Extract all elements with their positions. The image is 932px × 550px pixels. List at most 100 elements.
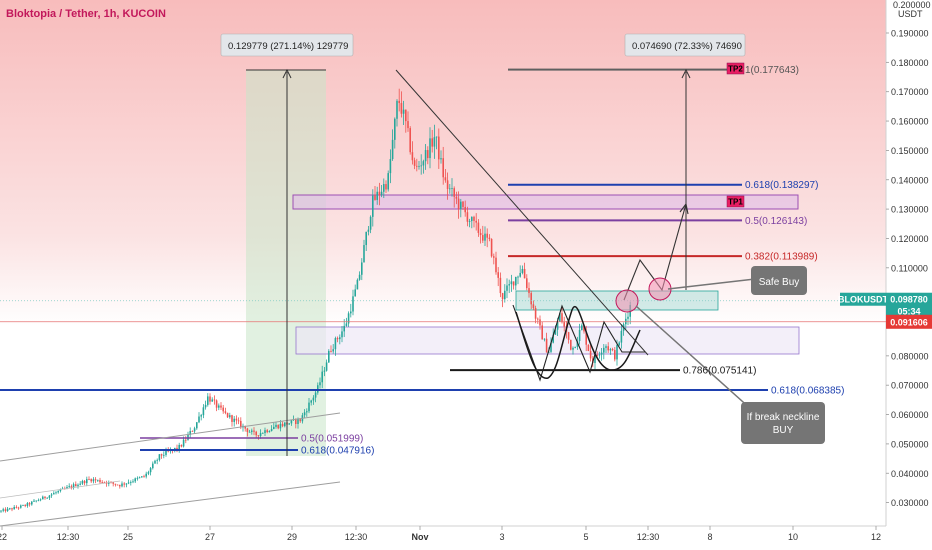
candle-body bbox=[308, 402, 310, 412]
candle-body bbox=[550, 342, 552, 352]
candle-body bbox=[94, 479, 97, 481]
candle-body bbox=[121, 483, 123, 487]
candle-body bbox=[369, 216, 372, 230]
y-tick-label-13: 0.050000 bbox=[891, 439, 929, 449]
x-tick-label-10: 8 bbox=[707, 532, 712, 542]
candle-body bbox=[361, 262, 363, 275]
x-tick-label-6: Nov bbox=[411, 532, 428, 542]
candle-body bbox=[42, 496, 44, 500]
candle-body bbox=[596, 354, 598, 356]
candle-body bbox=[539, 319, 541, 326]
candle-body bbox=[482, 235, 484, 241]
chart-title: Bloktopia / Tether, 1h, KUCOIN bbox=[6, 8, 166, 20]
neckline-label-line-2: BUY bbox=[773, 425, 794, 436]
symbol-tag bbox=[840, 292, 886, 306]
candle-body bbox=[233, 418, 235, 422]
time-scale-background bbox=[0, 526, 932, 550]
price-scale-background bbox=[886, 0, 932, 526]
x-tick-label-5: 12:30 bbox=[345, 532, 368, 542]
candle-body bbox=[147, 472, 150, 474]
candle-body bbox=[523, 268, 526, 279]
candle-body bbox=[86, 479, 88, 484]
candle-body bbox=[365, 231, 367, 246]
tp1-label: TP1 bbox=[728, 198, 743, 207]
candle-body bbox=[583, 325, 585, 332]
candle-body bbox=[374, 195, 376, 200]
candle-body bbox=[290, 420, 293, 424]
x-tick-label-8: 5 bbox=[583, 532, 588, 542]
candle-body bbox=[160, 454, 163, 456]
candle-body bbox=[48, 495, 51, 498]
candle-body bbox=[378, 191, 381, 196]
candle-body bbox=[75, 484, 77, 487]
candle-body bbox=[457, 198, 460, 209]
candle-body bbox=[123, 483, 125, 485]
candle-body bbox=[198, 416, 200, 423]
resistance-zone bbox=[292, 194, 799, 210]
candle-body bbox=[627, 316, 629, 319]
candle-body bbox=[319, 382, 321, 386]
channel-mid-line bbox=[0, 480, 121, 499]
candle-body bbox=[209, 396, 211, 402]
safe-buy-label: Safe Buy bbox=[759, 277, 800, 288]
candle-body bbox=[303, 412, 306, 416]
candle-body bbox=[22, 505, 24, 506]
candle-body bbox=[268, 431, 271, 433]
x-tick-label-11: 10 bbox=[788, 532, 798, 542]
candle-body bbox=[207, 396, 209, 405]
candle-body bbox=[297, 419, 299, 424]
fib-level-label-0: 1(0.177643) bbox=[745, 65, 799, 76]
candle-body bbox=[363, 245, 365, 263]
candle-body bbox=[68, 486, 70, 488]
candle-body bbox=[114, 483, 117, 485]
neckline-connector bbox=[635, 305, 753, 411]
channel-lower-line bbox=[0, 481, 341, 527]
candle-body bbox=[77, 484, 79, 487]
candle-body bbox=[156, 459, 158, 461]
candle-body bbox=[345, 323, 348, 326]
x-tick-label-0: 22 bbox=[0, 532, 7, 542]
candle-body bbox=[336, 338, 339, 340]
x-tick-label-9: 12:30 bbox=[637, 532, 660, 542]
candle-body bbox=[600, 352, 603, 355]
candle-body bbox=[165, 450, 167, 455]
candle-body bbox=[55, 492, 57, 494]
candle-body bbox=[240, 420, 242, 428]
candle-body bbox=[462, 201, 464, 207]
candle-body bbox=[125, 483, 128, 485]
candle-body bbox=[506, 285, 508, 291]
candle-body bbox=[257, 435, 260, 437]
candle-body bbox=[411, 152, 414, 161]
candle-body bbox=[475, 220, 477, 223]
candle-body bbox=[145, 473, 147, 477]
candle-body bbox=[97, 479, 99, 481]
candle-body bbox=[193, 428, 196, 432]
candle-body bbox=[11, 508, 13, 510]
candle-body bbox=[616, 345, 618, 360]
candle-body bbox=[572, 347, 574, 350]
candle-body bbox=[343, 325, 345, 332]
candle-body bbox=[295, 419, 297, 424]
candle-body bbox=[556, 321, 559, 330]
tp2-tag bbox=[726, 62, 745, 75]
x-tick-label-7: 3 bbox=[499, 532, 504, 542]
candle-body bbox=[372, 195, 374, 217]
candle-body bbox=[352, 296, 354, 312]
fib-level-label-6: 0.5(0.051999) bbox=[301, 434, 363, 445]
candle-body bbox=[270, 429, 273, 432]
safe-buy-callout bbox=[751, 266, 807, 295]
x-tick-label-3: 27 bbox=[205, 532, 215, 542]
candle-body bbox=[578, 329, 581, 341]
candle-body bbox=[383, 184, 385, 192]
candle-body bbox=[251, 430, 253, 432]
candle-body bbox=[574, 346, 576, 348]
candle-body bbox=[497, 272, 499, 278]
candle-body bbox=[477, 222, 480, 233]
candle-body bbox=[101, 482, 103, 483]
y-tick-label-11: 0.070000 bbox=[891, 381, 929, 391]
candle-body bbox=[235, 418, 238, 421]
candle-body bbox=[517, 276, 519, 278]
candle-body bbox=[33, 500, 35, 502]
candle-body bbox=[449, 188, 451, 190]
